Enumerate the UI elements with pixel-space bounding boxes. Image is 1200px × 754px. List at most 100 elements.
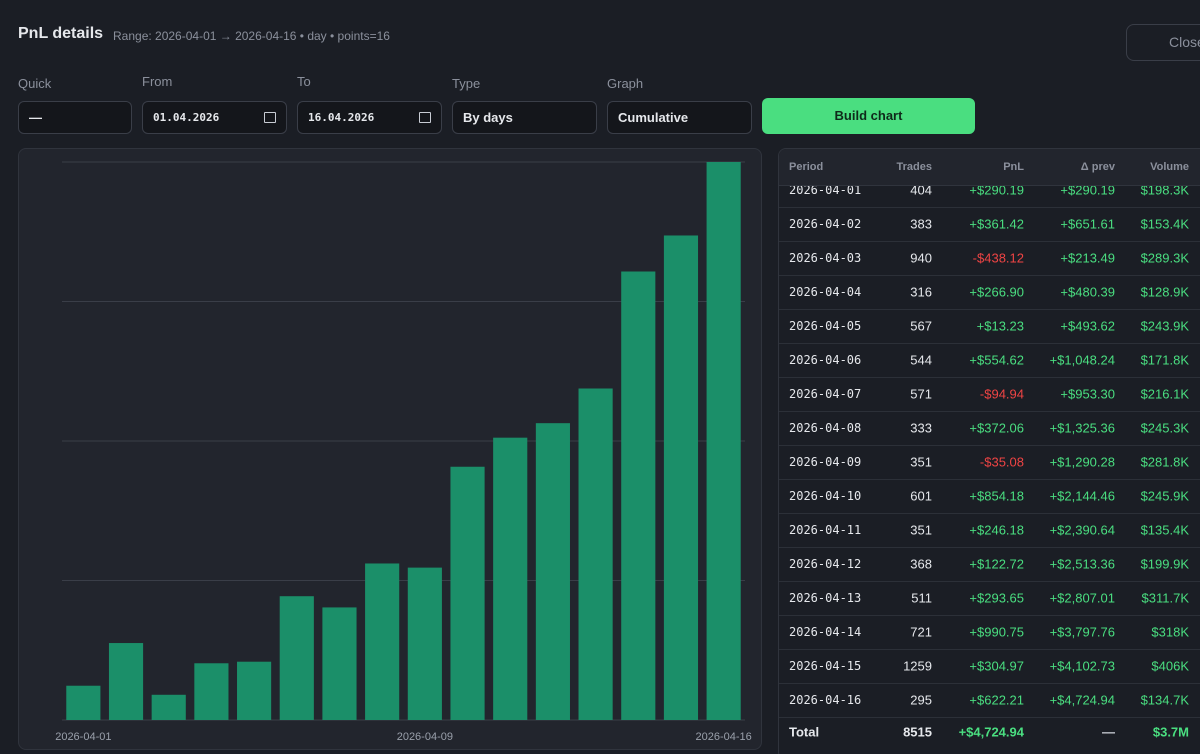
bar bbox=[621, 271, 656, 720]
table-panel: 2026-04-01 404 +$290.19 +$290.19 $198.3K 2026… bbox=[778, 148, 1200, 754]
bar bbox=[706, 162, 741, 720]
table-cell: $281.8K bbox=[1140, 454, 1189, 470]
title: PnL details bbox=[18, 25, 104, 42]
table-cell: +$361.42 bbox=[969, 216, 1024, 232]
table-cell: +$554.62 bbox=[969, 352, 1024, 368]
row-divider bbox=[779, 649, 1200, 650]
bar bbox=[279, 596, 314, 720]
table-cell: 1259 bbox=[903, 658, 932, 674]
table-cell: +$213.49 bbox=[1060, 250, 1115, 266]
table-cell: 351 bbox=[910, 454, 932, 470]
bar bbox=[108, 643, 144, 720]
table-cell: $406K bbox=[1151, 658, 1189, 674]
field-label: From bbox=[142, 74, 173, 89]
row-divider bbox=[779, 445, 1200, 446]
table-cell: +$290.19 bbox=[969, 182, 1024, 198]
field-label: Type bbox=[452, 76, 481, 91]
bar bbox=[194, 663, 229, 720]
bar bbox=[663, 235, 699, 721]
table-cell: 2026-04-14 bbox=[789, 625, 862, 639]
table-cell: +$953.30 bbox=[1060, 386, 1115, 402]
bar bbox=[493, 437, 528, 720]
table-cell: -$438.12 bbox=[972, 250, 1024, 266]
table-cell: $135.4K bbox=[1140, 522, 1189, 538]
row-divider bbox=[779, 581, 1200, 582]
bar bbox=[237, 661, 272, 720]
field-input[interactable]: 16.04.2026 bbox=[297, 101, 442, 134]
table-cell: 368 bbox=[910, 556, 932, 572]
close-button[interactable]: Close bbox=[1126, 24, 1200, 61]
table-cell: -$35.08 bbox=[979, 454, 1024, 470]
table-cell: +$304.97 bbox=[969, 658, 1024, 674]
field-input[interactable]: 01.04.2026 bbox=[142, 101, 287, 134]
bar bbox=[407, 567, 442, 720]
table-cell: 404 bbox=[910, 182, 932, 198]
row-divider bbox=[779, 683, 1200, 684]
field-label: Quick bbox=[18, 76, 52, 91]
calendar-icon bbox=[419, 112, 431, 123]
row-divider bbox=[779, 717, 1200, 718]
table-cell: $245.9K bbox=[1140, 488, 1189, 504]
table-cell: $198.3K bbox=[1140, 182, 1189, 198]
table-cell: -$94.94 bbox=[979, 386, 1024, 402]
table-cell: 567 bbox=[910, 318, 932, 334]
table-cell: $311.7K bbox=[1141, 590, 1189, 606]
table-cell: +$2,144.46 bbox=[1049, 488, 1115, 504]
table-cell: $318K bbox=[1151, 624, 1189, 640]
table-cell: +$372.06 bbox=[969, 420, 1024, 436]
table-cell: 316 bbox=[910, 284, 932, 300]
table-cell: +$1,325.36 bbox=[1049, 420, 1115, 436]
build-button[interactable]: Build chart bbox=[762, 98, 975, 134]
column-header: Trades bbox=[896, 161, 932, 173]
table-cell: +$2,807.01 bbox=[1049, 590, 1115, 606]
row-divider bbox=[779, 241, 1200, 242]
row-divider bbox=[779, 275, 1200, 276]
table-cell: +$480.39 bbox=[1060, 284, 1115, 300]
table-cell: +$854.18 bbox=[969, 488, 1024, 504]
table-cell: +$651.61 bbox=[1060, 216, 1115, 232]
table-header: Period Trades PnL Δ prev Volume bbox=[779, 149, 1200, 186]
chart: 2026-04-01 2026-04-09 2026-04-16 bbox=[55, 161, 752, 743]
bar bbox=[322, 607, 357, 720]
table-cell: 2026-04-01 bbox=[789, 183, 862, 197]
row-divider bbox=[779, 411, 1200, 412]
column-header: Δ prev bbox=[1080, 161, 1115, 173]
table-cell: +$4,724.94 bbox=[1049, 692, 1115, 708]
table-cell: +$3,797.76 bbox=[1049, 624, 1115, 640]
table-cell: $289.3K bbox=[1140, 250, 1189, 266]
total-cell: +$4,724.94 bbox=[958, 724, 1024, 740]
field-label: Graph bbox=[607, 76, 644, 91]
table-cell: 2026-04-03 bbox=[789, 251, 862, 265]
table-cell: 2026-04-09 bbox=[789, 455, 862, 469]
table-cell: $199.9K bbox=[1140, 556, 1189, 572]
table-cell: 511 bbox=[911, 590, 932, 606]
table-cell: $245.3K bbox=[1140, 420, 1189, 436]
bar bbox=[535, 423, 570, 720]
row-divider bbox=[779, 343, 1200, 344]
table-cell: 2026-04-16 bbox=[789, 693, 862, 707]
table-cell: $153.4K bbox=[1140, 216, 1189, 232]
table-cell: +$1,290.28 bbox=[1049, 454, 1115, 470]
table-cell: 2026-04-05 bbox=[789, 319, 862, 333]
table-cell: $243.9K bbox=[1140, 318, 1189, 334]
table-cell: 721 bbox=[910, 624, 932, 640]
field-label: To bbox=[297, 74, 311, 89]
total-cell: — bbox=[1102, 724, 1115, 740]
field-input[interactable]: — bbox=[18, 101, 132, 134]
total-cell: $3.7M bbox=[1152, 724, 1189, 740]
row-divider bbox=[779, 377, 1200, 378]
table-cell: +$493.62 bbox=[1060, 318, 1115, 334]
table-cell: 2026-04-11 bbox=[789, 523, 862, 537]
table-cell: 333 bbox=[910, 420, 932, 436]
table-cell: 571 bbox=[910, 386, 932, 402]
field-input[interactable]: By days bbox=[452, 101, 597, 134]
table-cell: 940 bbox=[910, 250, 932, 266]
table-cell: +$246.18 bbox=[969, 522, 1024, 538]
table-cell: 2026-04-06 bbox=[789, 353, 862, 367]
table-cell: +$990.75 bbox=[969, 624, 1024, 640]
table-cell: 351 bbox=[910, 522, 932, 538]
table-cell: $134.7K bbox=[1140, 692, 1189, 708]
table-cell: 2026-04-10 bbox=[789, 489, 862, 503]
field-input[interactable]: Cumulative bbox=[607, 101, 752, 134]
table-cell: +$13.23 bbox=[976, 318, 1024, 334]
